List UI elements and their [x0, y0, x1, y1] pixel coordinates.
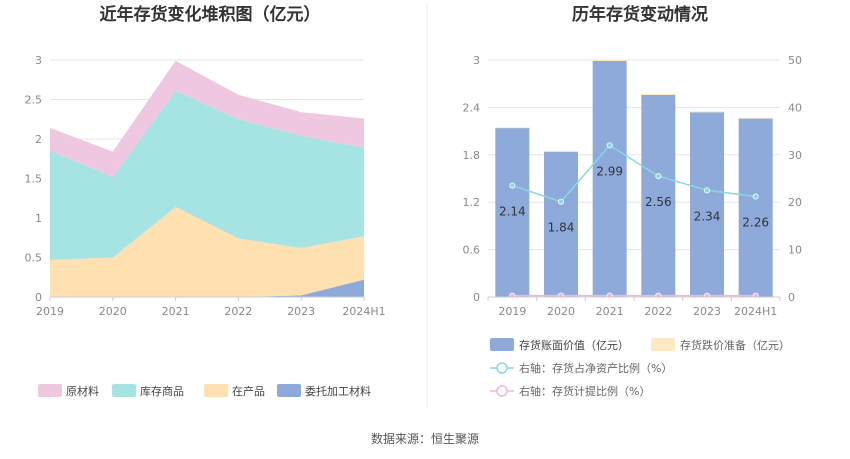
right-y-tick-label: 0: [473, 291, 480, 304]
right-y2-tick-label: 40: [788, 101, 802, 114]
area-委托加工材料: [50, 279, 364, 297]
right-y2-tick-label: 0: [788, 291, 795, 304]
point-inventory-net-asset-ratio: [558, 198, 565, 205]
legend-label: 原材料: [66, 384, 99, 398]
point-inventory-net-asset-ratio: [606, 142, 613, 149]
point-inventory-net-asset-ratio: [704, 187, 711, 194]
left-y-tick-label: 1: [35, 212, 42, 225]
data-source: 数据来源：恒生聚源: [371, 431, 479, 446]
left-x-tick-label: 2019: [36, 305, 64, 318]
right-y2-tick-label: 20: [788, 196, 802, 209]
left-legend-item[interactable]: 委托加工材料: [277, 384, 371, 398]
right-x-tick-label: 2019: [498, 305, 526, 318]
bar-inventory-value: [495, 127, 530, 297]
right-x-tick-label: 2021: [596, 305, 624, 318]
right-y-tick-label: 0.6: [463, 244, 481, 257]
bar-inventory-value: [641, 94, 676, 297]
left-y-tick-label: 2: [35, 133, 42, 146]
legend-swatch: [112, 384, 136, 397]
legend-marker: [496, 362, 508, 374]
legend-label: 右轴：存货占净资产比例（%）: [519, 361, 672, 375]
right-legend-item[interactable]: 存货账面价值（亿元）: [490, 338, 629, 352]
point-inventory-net-asset-ratio: [752, 193, 759, 200]
left-chart: 近年存货变化堆积图（亿元） 0 0.5 1 1.5 2 2.5 3 2019 2020 2021…: [25, 4, 386, 398]
left-y-tick-label: 2.5: [25, 94, 43, 107]
right-x-tick-label: 2024H1: [734, 305, 777, 318]
bar-impairment-provision: [592, 60, 627, 61]
left-y-tick-label: 0.5: [25, 252, 43, 265]
legend-label: 右轴：存货计提比例（%）: [519, 384, 650, 398]
bar-value-label: 2.14: [499, 205, 526, 219]
right-y2-tick-label: 50: [788, 54, 802, 67]
point-inventory-net-asset-ratio: [655, 173, 662, 180]
legend-swatch: [38, 384, 62, 397]
left-x-tick-label: 2024H1: [342, 305, 385, 318]
left-y-tick-label: 0: [35, 291, 42, 304]
bar-impairment-provision: [690, 111, 724, 113]
legend-label: 存货跌价准备（亿元）: [680, 338, 790, 352]
legend-swatch: [204, 384, 228, 397]
right-chart-title: 历年存货变动情况: [572, 4, 708, 25]
bar-value-label: 2.99: [596, 164, 623, 178]
bar-impairment-provision: [495, 127, 530, 129]
bar-impairment-provision: [641, 93, 676, 95]
legend-swatch: [651, 338, 675, 351]
area-在产品: [50, 206, 364, 297]
bar-inventory-value: [544, 151, 578, 297]
left-legend-item[interactable]: 库存商品: [112, 384, 184, 398]
right-x-tick-label: 2023: [693, 305, 721, 318]
right-legend-item[interactable]: 右轴：存货占净资产比例（%）: [490, 361, 672, 375]
area-库存商品: [50, 90, 364, 260]
right-y2-tick-label: 10: [788, 244, 802, 257]
right-y-tick-label: 1.2: [463, 196, 481, 209]
bar-inventory-value: [592, 60, 627, 297]
legend-label: 委托加工材料: [305, 384, 371, 398]
bar-value-label: 2.34: [694, 209, 721, 223]
bar-value-label: 1.84: [548, 221, 575, 235]
left-x-tick-label: 2020: [99, 305, 127, 318]
legend-label: 存货账面价值（亿元）: [519, 338, 629, 352]
area-原材料: [50, 60, 364, 177]
legend-swatch: [490, 338, 514, 351]
bar-value-label: 2.26: [742, 216, 769, 230]
right-x-tick-label: 2022: [644, 305, 672, 318]
left-legend-item[interactable]: 原材料: [38, 384, 99, 398]
legend-label: 库存商品: [140, 384, 184, 398]
right-y2-tick-label: 30: [788, 149, 802, 162]
right-y-tick-label: 2.4: [463, 101, 481, 114]
legend-label: 在产品: [232, 384, 265, 398]
left-x-tick-label: 2022: [224, 305, 252, 318]
bar-impairment-provision: [544, 150, 578, 152]
left-chart-title: 近年存货变化堆积图（亿元）: [100, 4, 321, 25]
legend-swatch: [277, 384, 301, 397]
line-inventory-net-asset-ratio: [512, 144, 756, 203]
bar-impairment-provision: [738, 117, 773, 119]
point-inventory-net-asset-ratio: [509, 182, 516, 189]
right-x-tick-label: 2020: [547, 305, 575, 318]
right-y-tick-label: 3: [473, 54, 480, 67]
left-legend-item[interactable]: 在产品: [204, 384, 265, 398]
left-x-tick-label: 2021: [162, 305, 190, 318]
left-x-tick-label: 2023: [287, 305, 315, 318]
legend-marker: [496, 385, 508, 397]
left-y-tick-label: 3: [35, 54, 42, 67]
bar-inventory-value: [690, 112, 724, 297]
right-y-tick-label: 1.8: [463, 149, 481, 162]
right-legend-item[interactable]: 存货跌价准备（亿元）: [651, 338, 790, 352]
bar-value-label: 2.56: [645, 195, 672, 209]
bar-inventory-value: [738, 118, 773, 298]
right-chart: 历年存货变动情况 2.14 1.84 2.99 2.56 2.34 2.26 0 0.6 1.…: [463, 4, 803, 398]
right-legend-item[interactable]: 右轴：存货计提比例（%）: [490, 384, 650, 398]
left-y-tick-label: 1.5: [25, 173, 43, 186]
